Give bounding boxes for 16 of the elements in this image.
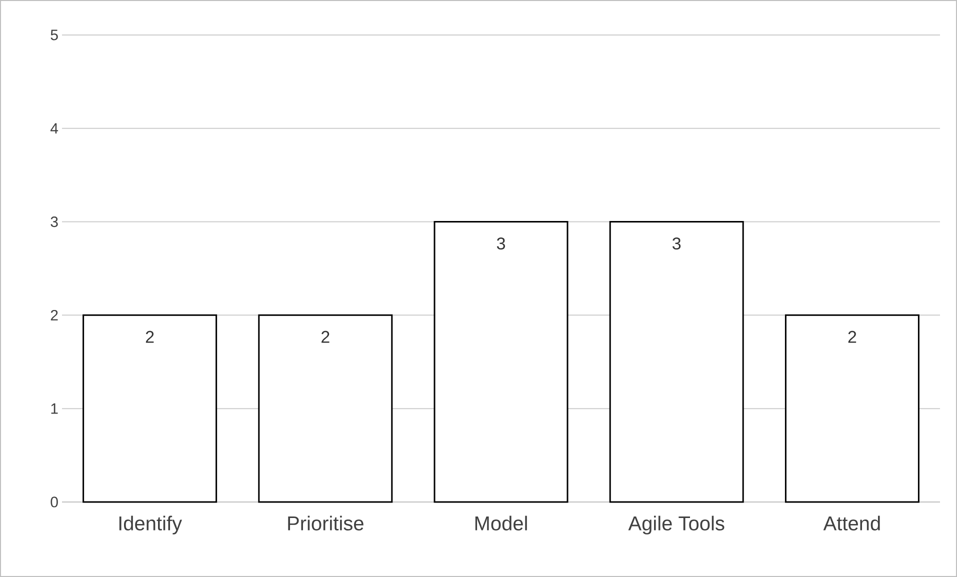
data-label: 3 (496, 237, 505, 250)
data-label: 3 (672, 237, 681, 250)
y-tick-label: 5 (50, 30, 58, 40)
x-tick-label: Prioritise (288, 516, 364, 530)
x-tick-label: Attend (823, 516, 880, 530)
data-label: 2 (146, 330, 154, 343)
y-tick-label: 1 (51, 403, 58, 414)
data-label: 2 (848, 330, 856, 343)
y-tick-label: 0 (50, 496, 58, 508)
data-label: 2 (322, 330, 330, 343)
y-tick-label: 3 (50, 216, 58, 228)
y-tick-label: 2 (50, 310, 58, 320)
x-tick-label: Model (475, 516, 527, 530)
x-tick-label: Identify (119, 516, 182, 534)
x-tick-label: Agile Tools (628, 516, 724, 534)
y-tick-label: 4 (50, 123, 58, 134)
